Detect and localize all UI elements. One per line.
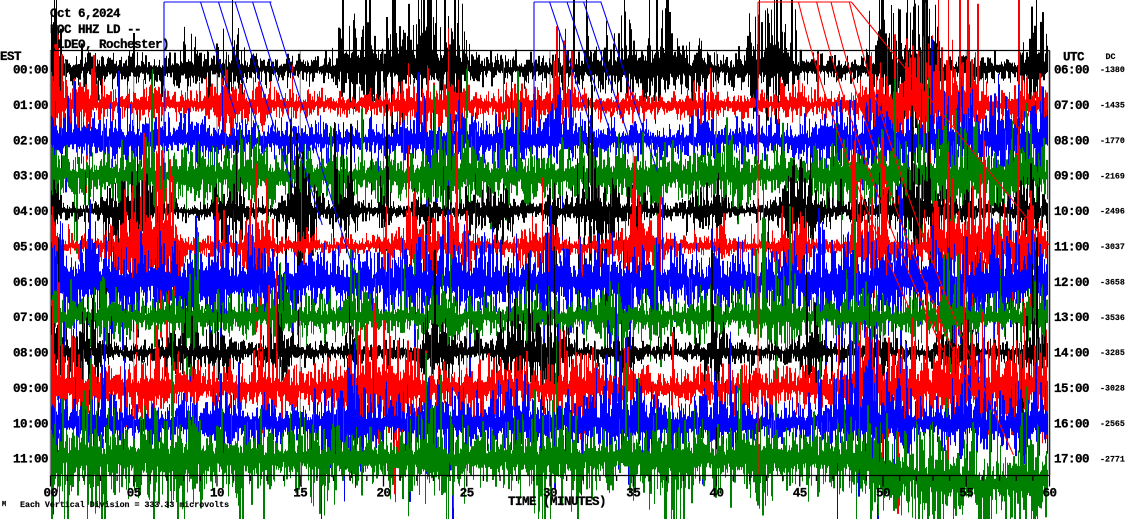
svg-text:25: 25 [460, 487, 474, 501]
svg-text:07:00: 07:00 [13, 311, 48, 325]
svg-text:-1770: -1770 [1100, 137, 1125, 146]
svg-text:08:00: 08:00 [13, 347, 48, 361]
svg-text:-2496: -2496 [1100, 208, 1125, 217]
svg-text:11:00: 11:00 [13, 453, 48, 467]
svg-text:-3028: -3028 [1100, 385, 1125, 394]
svg-text:-3536: -3536 [1100, 314, 1125, 323]
svg-text:-3285: -3285 [1100, 349, 1125, 358]
svg-text:17:00: 17:00 [1054, 453, 1089, 467]
svg-text:DC: DC [1106, 53, 1116, 62]
svg-text:(LDEO, Rochester): (LDEO, Rochester) [50, 38, 169, 52]
svg-text:15:00: 15:00 [1054, 382, 1089, 396]
svg-text:45: 45 [793, 487, 807, 501]
svg-text:11:00: 11:00 [1054, 240, 1089, 254]
svg-text:50: 50 [876, 487, 890, 501]
svg-text:00: 00 [43, 487, 57, 501]
svg-text:Oct 6,2024: Oct 6,2024 [50, 7, 121, 21]
svg-text:-1435: -1435 [1100, 102, 1125, 111]
svg-text:EST: EST [0, 50, 22, 64]
svg-text:16:00: 16:00 [1054, 417, 1089, 431]
svg-text:60: 60 [1042, 487, 1056, 501]
svg-text:15: 15 [293, 487, 307, 501]
svg-text:40: 40 [709, 487, 723, 501]
svg-text:06:00: 06:00 [1054, 64, 1089, 78]
svg-text:14:00: 14:00 [1054, 347, 1089, 361]
svg-text:01:00: 01:00 [13, 99, 48, 113]
svg-text:Each Vertical Division = 333.: Each Vertical Division = 333.33 microvol… [20, 500, 229, 510]
svg-text:-3037: -3037 [1100, 243, 1125, 252]
svg-text:05: 05 [127, 487, 141, 501]
svg-text:-1380: -1380 [1100, 66, 1125, 75]
svg-text:10:00: 10:00 [13, 417, 48, 431]
svg-text:TIME (MINUTES): TIME (MINUTES) [508, 495, 606, 509]
svg-text:09:00: 09:00 [13, 382, 48, 396]
svg-text:-2565: -2565 [1100, 420, 1125, 429]
svg-text:02:00: 02:00 [13, 134, 48, 148]
svg-text:30: 30 [543, 487, 557, 501]
svg-text:35: 35 [626, 487, 640, 501]
svg-text:55: 55 [959, 487, 973, 501]
svg-text:05:00: 05:00 [13, 240, 48, 254]
svg-text:10:00: 10:00 [1054, 205, 1089, 219]
svg-text:UTC: UTC [1063, 51, 1085, 65]
svg-text:00:00: 00:00 [13, 64, 48, 78]
svg-text:-2169: -2169 [1100, 172, 1125, 181]
svg-text:04:00: 04:00 [13, 205, 48, 219]
svg-text:06:00: 06:00 [13, 276, 48, 290]
svg-text:20: 20 [376, 487, 390, 501]
svg-text:-2771: -2771 [1100, 455, 1125, 464]
svg-text:M: M [2, 501, 6, 509]
svg-text:-3658: -3658 [1100, 279, 1125, 288]
svg-text:12:00: 12:00 [1054, 276, 1089, 290]
svg-text:08:00: 08:00 [1054, 134, 1089, 148]
svg-text:13:00: 13:00 [1054, 311, 1089, 325]
svg-text:07:00: 07:00 [1054, 99, 1089, 113]
svg-text:ROC HHZ LD --: ROC HHZ LD -- [50, 23, 141, 37]
svg-text:10: 10 [210, 487, 224, 501]
svg-text:09:00: 09:00 [1054, 170, 1089, 184]
svg-text:03:00: 03:00 [13, 170, 48, 184]
